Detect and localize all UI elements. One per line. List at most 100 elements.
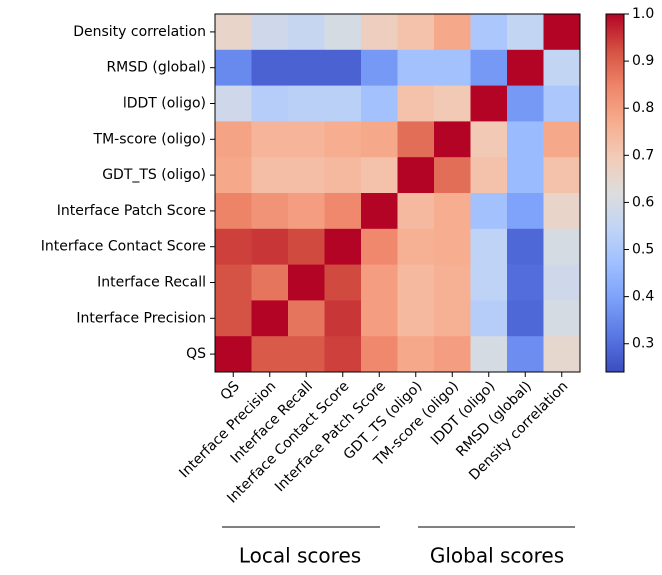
heatmap-cell [251,300,289,337]
heatmap-cell [507,14,544,51]
heatmap-cell [507,193,544,230]
heatmap-cell [215,157,252,194]
y-tick-label: Interface Recall [97,275,206,291]
heatmap-cell [324,193,362,230]
heatmap-cell [251,85,289,122]
heatmap-cell [324,121,362,158]
heatmap-cell [434,228,471,266]
heatmap-cell [397,193,435,230]
heatmap-cell [397,264,435,301]
heatmap-cell [434,264,471,301]
y-tick-label: QS [186,346,206,362]
heatmap-cell [470,264,508,301]
heatmap-cell [324,336,362,373]
heatmap-cell [215,85,252,122]
heatmap-cell [397,49,435,87]
colorbar-tick-label: 0.4 [632,289,654,305]
y-tick-label: TM-score (oligo) [93,131,206,147]
heatmap-cell [251,121,289,158]
heatmap-cell [251,193,289,230]
annotation: Local scores [239,544,361,568]
heatmap-cell [361,49,398,87]
heatmap-cell [507,300,544,337]
heatmap-cell [470,228,508,266]
heatmap-cell [507,264,544,301]
colorbar-tick-label: 0.8 [632,100,654,116]
x-tick-label: QS [218,378,243,403]
heatmap-cell [543,300,581,337]
heatmap-cell [361,336,398,373]
heatmap-cell [507,49,544,87]
heatmap-cell [543,336,581,373]
heatmap-cell [288,157,325,194]
heatmap-cell [470,157,508,194]
heatmap-cell [324,85,362,122]
heatmap-cell [215,336,252,373]
heatmap-cell [215,228,252,266]
heatmap-cell [470,300,508,337]
y-tick-label: RMSD (global) [106,60,206,76]
heatmap-cell [251,336,289,373]
colorbar-tick-label: 0.9 [632,53,654,69]
y-tick-label: GDT_TS (oligo) [102,167,206,183]
heatmap-cell [397,14,435,51]
heatmap-cell [215,300,252,337]
heatmap-cell [434,121,471,158]
colorbar-tick-label: 0.5 [632,242,654,258]
heatmap-cell [434,300,471,337]
heatmap-cell [507,336,544,373]
heatmap-cell [543,121,581,158]
y-tick-label: Density correlation [73,24,206,40]
colorbar [605,13,625,373]
heatmap-cell [324,228,362,266]
heatmap-cell [324,300,362,337]
heatmap-cell [215,264,252,301]
heatmap-cell [215,193,252,230]
heatmap-cell [470,121,508,158]
heatmap-cell [434,14,471,51]
heatmap-cell [288,121,325,158]
heatmap-cell [507,228,544,266]
heatmap-cell [470,14,508,51]
heatmap-cell [397,300,435,337]
heatmap-cell [215,121,252,158]
heatmap-cell [434,49,471,87]
heatmap-cell [361,300,398,337]
heatmap-frame [214,13,581,373]
heatmap-cell [543,193,581,230]
heatmap-cell [251,14,289,51]
colorbar-tick-label: 0.3 [632,336,654,352]
y-tick-label: Interface Contact Score [41,239,206,255]
heatmap-cell [361,14,398,51]
heatmap-cell [288,85,325,122]
heatmap-cell [361,85,398,122]
heatmap-cell [507,85,544,122]
heatmap-cell [397,157,435,194]
heatmap-cell [361,121,398,158]
heatmap-cell [397,228,435,266]
heatmap-cell [470,49,508,87]
heatmap-cell [470,193,508,230]
heatmap-cell [361,264,398,301]
heatmap-cell [543,14,581,51]
heatmap-cell [324,264,362,301]
heatmap-cell [215,14,252,51]
heatmap-cell [251,157,289,194]
heatmap-cell [543,49,581,87]
colorbar-tick-label: 1.0 [632,6,654,22]
heatmap-cell [251,49,289,87]
heatmap-cell [251,264,289,301]
heatmap-cell [397,121,435,158]
heatmap-cell [543,85,581,122]
y-tick-label: Interface Patch Score [57,203,206,219]
heatmap-cell [434,193,471,230]
heatmap-cell [434,336,471,373]
heatmap-cell [324,49,362,87]
heatmap-cell [324,157,362,194]
heatmap-cell [288,14,325,51]
colorbar-tick-label: 0.6 [632,194,654,210]
heatmap-cell [434,85,471,122]
heatmap-cell [397,85,435,122]
colorbar-tick-label: 0.7 [632,147,654,163]
